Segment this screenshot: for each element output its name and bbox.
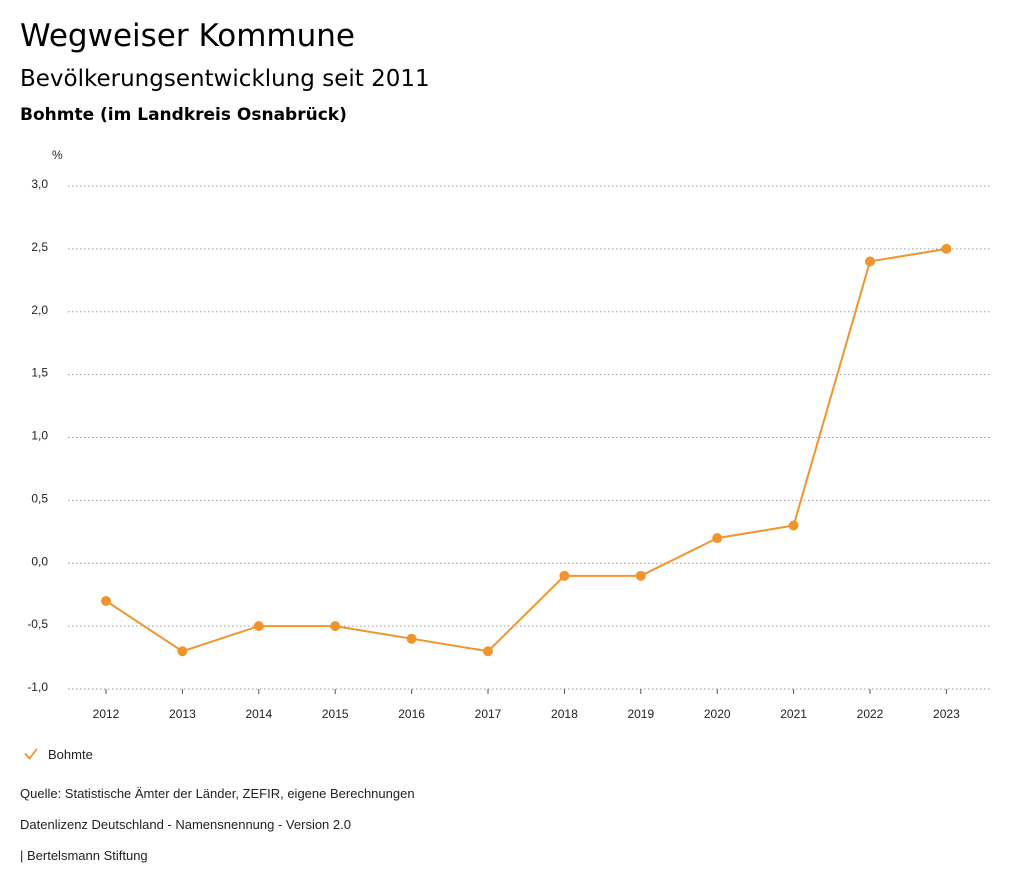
data-series: [101, 243, 952, 657]
y-tick-label: 1,5: [31, 366, 48, 380]
x-tick-label: 2012: [93, 707, 120, 721]
check-icon: [24, 748, 38, 760]
x-tick-label: 2021: [780, 707, 807, 721]
data-point: [406, 633, 417, 644]
x-axis: 2012 2013 2014 2015 2016 2017 2018 2019 2020 2021…: [93, 689, 960, 721]
gridlines: [68, 185, 990, 690]
y-tick-label: 1,0: [31, 429, 48, 443]
x-tick-label: 2020: [704, 707, 731, 721]
data-point: [253, 621, 264, 632]
y-tick-label: 0,0: [31, 554, 48, 568]
x-tick-label: 2022: [857, 707, 884, 721]
y-axis-unit-label: %: [52, 148, 63, 162]
x-tick-label: 2016: [398, 707, 425, 721]
data-point: [330, 621, 341, 632]
y-tick-label: 2,5: [31, 240, 48, 254]
y-tick-label: 3,0: [31, 177, 48, 191]
legend-label: Bohmte: [48, 746, 93, 762]
region-label: Bohmte (im Landkreis Osnabrück): [20, 105, 347, 125]
data-point: [101, 595, 111, 606]
series-line: [105, 247, 948, 653]
line-chart: -1,0 -0,5 0,0 0,5 1,0 1,5 2,0 2,5 3,0 % 2012 2013…: [27, 148, 990, 721]
data-point: [177, 646, 188, 657]
data-point: [635, 570, 646, 581]
data-point: [865, 256, 875, 267]
x-tick-label: 2023: [933, 707, 960, 721]
x-tick-label: 2019: [627, 707, 654, 721]
y-tick-label: 2,0: [31, 303, 48, 317]
license-note: Datenlizenz Deutschland - Namensnennung …: [20, 817, 351, 832]
x-tick-label: 2017: [475, 707, 502, 721]
y-tick-label: 0,5: [31, 491, 48, 505]
data-point: [559, 570, 570, 581]
y-axis: -1,0 -0,5 0,0 0,5 1,0 1,5 2,0 2,5 3,0: [27, 177, 48, 694]
page-title: Wegweiser Kommune: [20, 18, 355, 54]
data-point: [788, 520, 799, 531]
legend-item-bohmte[interactable]: Bohmte: [24, 742, 93, 766]
data-point: [941, 243, 952, 254]
x-tick-label: 2018: [551, 707, 578, 721]
publisher-note: | Bertelsmann Stiftung: [20, 848, 148, 863]
source-note: Quelle: Statistische Ämter der Länder, Z…: [20, 786, 415, 801]
x-tick-label: 2013: [169, 707, 196, 721]
data-point: [712, 533, 723, 544]
y-tick-label: -0,5: [27, 617, 48, 631]
x-tick-label: 2014: [245, 707, 272, 721]
x-tick-label: 2015: [322, 707, 349, 721]
y-tick-label: -1,0: [27, 680, 48, 694]
data-point: [483, 646, 493, 657]
chart-subtitle: Bevölkerungsentwicklung seit 2011: [20, 66, 430, 92]
